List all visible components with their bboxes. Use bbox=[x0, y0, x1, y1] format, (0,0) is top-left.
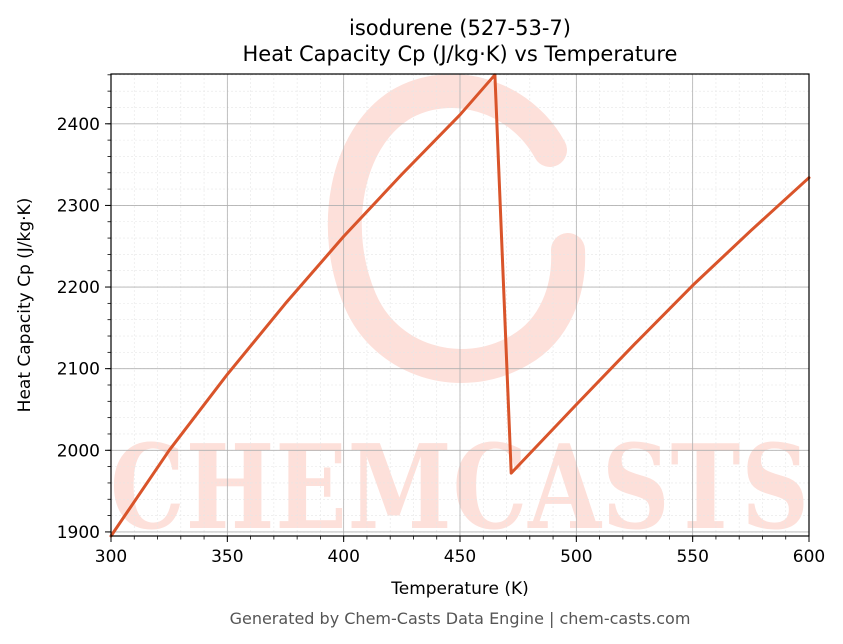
y-tick-label: 2300 bbox=[57, 196, 100, 216]
chart-subtitle: Heat Capacity Cp (J/kg·K) vs Temperature bbox=[243, 42, 678, 66]
y-axis-label: Heat Capacity Cp (J/kg·K) bbox=[15, 198, 35, 413]
chart-title: isodurene (527-53-7) bbox=[349, 16, 571, 40]
y-tick-label: 2400 bbox=[57, 115, 100, 135]
series-line bbox=[109, 73, 811, 538]
footer-credit: Generated by Chem-Casts Data Engine | ch… bbox=[230, 609, 691, 628]
series-layer bbox=[109, 73, 811, 538]
x-axis-label: Temperature (K) bbox=[390, 579, 529, 599]
x-axis-ticks: 300 350 400 450 500 550 600 bbox=[95, 536, 825, 567]
x-tick-label: 500 bbox=[560, 547, 592, 567]
y-axis-ticks: 1900 2000 2100 2200 2300 2400 bbox=[57, 74, 111, 543]
y-tick-label: 2000 bbox=[57, 441, 100, 461]
x-tick-label: 350 bbox=[211, 547, 243, 567]
x-tick-label: 550 bbox=[676, 547, 708, 567]
y-tick-label: 2100 bbox=[57, 360, 100, 380]
y-tick-label: 1900 bbox=[57, 523, 100, 543]
x-tick-label: 300 bbox=[95, 547, 127, 567]
x-tick-label: 600 bbox=[793, 547, 825, 567]
watermark-swirl bbox=[327, 74, 586, 383]
x-tick-label: 450 bbox=[444, 547, 476, 567]
x-tick-label: 400 bbox=[327, 547, 359, 567]
y-tick-label: 2200 bbox=[57, 278, 100, 298]
